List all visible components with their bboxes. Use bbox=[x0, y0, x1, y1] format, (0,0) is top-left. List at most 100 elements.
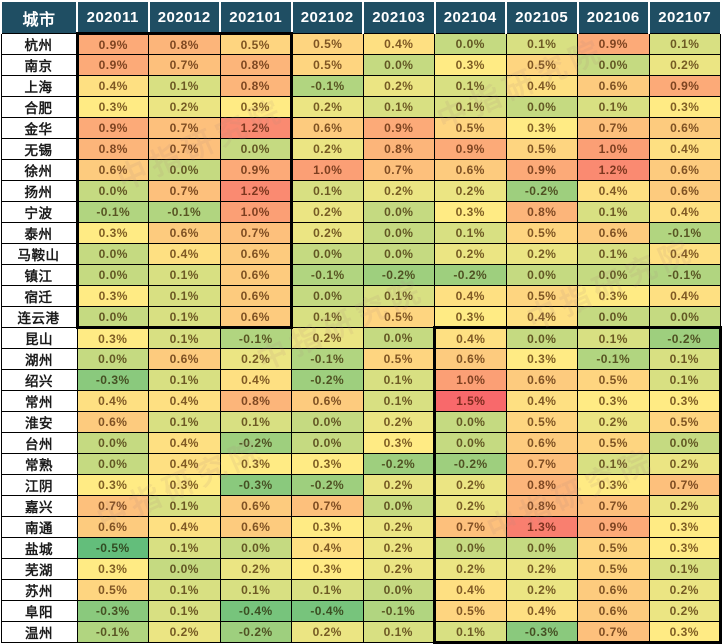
value-cell: 1.0% bbox=[291, 159, 364, 181]
city-cell: 杭州 bbox=[0, 33, 78, 55]
value-cell: 0.2% bbox=[291, 327, 364, 349]
value-cell: 0.9% bbox=[577, 516, 650, 538]
value-cell: -0.1% bbox=[648, 222, 721, 244]
value-cell: -0.1% bbox=[76, 621, 149, 643]
value-cell: 0.3% bbox=[75, 96, 149, 118]
value-cell: 0.7% bbox=[577, 495, 650, 517]
table-row: 合肥 0.3% 0.2% 0.3% 0.2% 0.1% 0.1% 0.0% 0.1% 0.3% bbox=[0, 96, 721, 118]
value-cell: 0.8% bbox=[219, 390, 292, 412]
value-cell: 0.6% bbox=[148, 222, 221, 244]
value-cell: 0.9% bbox=[648, 75, 721, 97]
value-cell: 0.1% bbox=[148, 75, 221, 97]
value-cell: 0.2% bbox=[648, 453, 722, 475]
city-cell: 湖州 bbox=[0, 348, 78, 370]
value-cell: 1.2% bbox=[219, 180, 293, 202]
value-cell: 0.2% bbox=[291, 222, 364, 244]
value-cell: -0.1% bbox=[291, 75, 364, 97]
value-cell: 0.3% bbox=[577, 285, 650, 307]
value-cell: 0.0% bbox=[648, 432, 722, 454]
value-cell: 0.1% bbox=[219, 411, 292, 433]
value-cell: 0.1% bbox=[362, 390, 435, 412]
value-cell: 0.3% bbox=[362, 432, 435, 454]
value-cell: 0.1% bbox=[505, 33, 578, 55]
value-cell: 0.6% bbox=[76, 411, 149, 433]
city-cell: 泰州 bbox=[0, 222, 78, 244]
value-cell: 0.6% bbox=[219, 516, 292, 538]
value-cell: 0.1% bbox=[433, 621, 507, 644]
value-cell: -0.3% bbox=[219, 474, 292, 496]
value-cell: 0.4% bbox=[505, 75, 578, 97]
value-cell: 0.6% bbox=[648, 180, 721, 202]
value-cell: -0.2% bbox=[219, 432, 292, 454]
value-cell: 0.6% bbox=[148, 348, 221, 370]
value-cell: 0.4% bbox=[433, 579, 507, 601]
value-cell: 0.2% bbox=[433, 474, 507, 496]
city-cell: 苏州 bbox=[0, 579, 78, 601]
value-cell: 0.4% bbox=[648, 138, 721, 160]
value-cell: 0.0% bbox=[75, 243, 149, 265]
city-cell: 温州 bbox=[0, 621, 78, 643]
table-row: 温州 -0.1% 0.2% -0.2% 0.2% 0.1% 0.1% -0.3% 0.7% 0.3… bbox=[0, 621, 722, 644]
value-cell: 0.3% bbox=[219, 453, 292, 475]
value-cell: 1.0% bbox=[219, 201, 293, 223]
value-cell: 0.3% bbox=[434, 54, 507, 76]
value-cell: 0.7% bbox=[148, 180, 221, 202]
value-cell: 0.3% bbox=[505, 117, 578, 139]
value-cell: 0.0% bbox=[433, 411, 507, 433]
value-cell: 0.5% bbox=[577, 558, 650, 580]
city-cell: 南通 bbox=[0, 516, 78, 538]
value-cell: 0.7% bbox=[577, 621, 650, 644]
value-cell: 0.2% bbox=[219, 558, 292, 580]
value-cell: 0.3% bbox=[505, 348, 578, 370]
table-row: 无锡 0.8% 0.7% 0.0% 0.2% 0.8% 0.9% 0.5% 1.0% 0.4% bbox=[0, 138, 721, 160]
value-cell: 0.4% bbox=[76, 390, 149, 412]
table-row: 泰州 0.3% 0.6% 0.7% 0.2% 0.0% 0.1% 0.5% 0.6% -0.1% bbox=[0, 222, 721, 244]
value-cell: 0.7% bbox=[577, 117, 650, 139]
value-cell: 0.2% bbox=[648, 495, 722, 517]
value-cell: -0.2% bbox=[362, 264, 435, 286]
city-cell: 芜湖 bbox=[0, 558, 78, 580]
value-cell: 0.0% bbox=[433, 537, 507, 559]
value-cell: 0.1% bbox=[148, 579, 221, 601]
table-row: 徐州 0.6% 0.0% 0.9% 1.0% 0.7% 0.6% 0.9% 1.2% 0.6% bbox=[0, 159, 721, 181]
city-cell: 台州 bbox=[0, 432, 78, 454]
value-cell: 0.4% bbox=[148, 432, 221, 454]
value-cell: 0.6% bbox=[577, 75, 650, 97]
value-cell: 0.2% bbox=[577, 411, 650, 433]
value-cell: 0.8% bbox=[362, 138, 435, 160]
value-cell: 0.6% bbox=[219, 243, 293, 265]
value-cell: 0.0% bbox=[505, 537, 578, 559]
value-cell: 0.3% bbox=[219, 96, 293, 118]
value-cell: 0.4% bbox=[148, 390, 221, 412]
city-cell: 扬州 bbox=[0, 180, 78, 202]
value-cell: 0.6% bbox=[219, 264, 293, 286]
value-cell: 0.1% bbox=[148, 369, 221, 391]
value-cell: 0.4% bbox=[648, 201, 721, 223]
value-cell: 0.2% bbox=[505, 558, 578, 580]
value-cell: 0.6% bbox=[291, 390, 364, 412]
table-row: 淮安 0.6% 0.1% 0.1% 0.0% 0.2% 0.0% 0.5% 0.2% 0.5% bbox=[0, 411, 722, 433]
value-cell: 0.2% bbox=[291, 621, 364, 643]
value-cell: 0.0% bbox=[362, 222, 435, 244]
value-cell: 0.1% bbox=[148, 537, 221, 559]
city-cell: 阜阳 bbox=[0, 600, 78, 622]
value-cell: -0.2% bbox=[219, 621, 292, 643]
value-cell: 0.7% bbox=[148, 54, 221, 76]
value-cell: 0.6% bbox=[75, 159, 149, 181]
value-cell: -0.2% bbox=[291, 474, 364, 496]
value-cell: -0.2% bbox=[291, 369, 364, 391]
city-cell: 金华 bbox=[0, 117, 78, 139]
value-cell: 0.3% bbox=[75, 222, 149, 244]
value-cell: 0.1% bbox=[577, 201, 650, 223]
table-row: 昆山 0.3% 0.1% -0.1% 0.2% 0.0% 0.4% 0.0% 0.1% -0.2% bbox=[0, 326, 722, 349]
value-cell: 0.7% bbox=[648, 474, 722, 496]
value-cell: -0.3% bbox=[76, 369, 149, 391]
value-cell: 0.2% bbox=[433, 558, 507, 580]
value-cell: 0.9% bbox=[362, 117, 435, 139]
value-cell: 0.0% bbox=[434, 33, 507, 55]
value-cell: 0.3% bbox=[648, 621, 722, 644]
value-cell: 0.0% bbox=[577, 306, 650, 328]
value-cell: 0.6% bbox=[433, 348, 507, 370]
value-cell: 0.7% bbox=[362, 159, 435, 181]
